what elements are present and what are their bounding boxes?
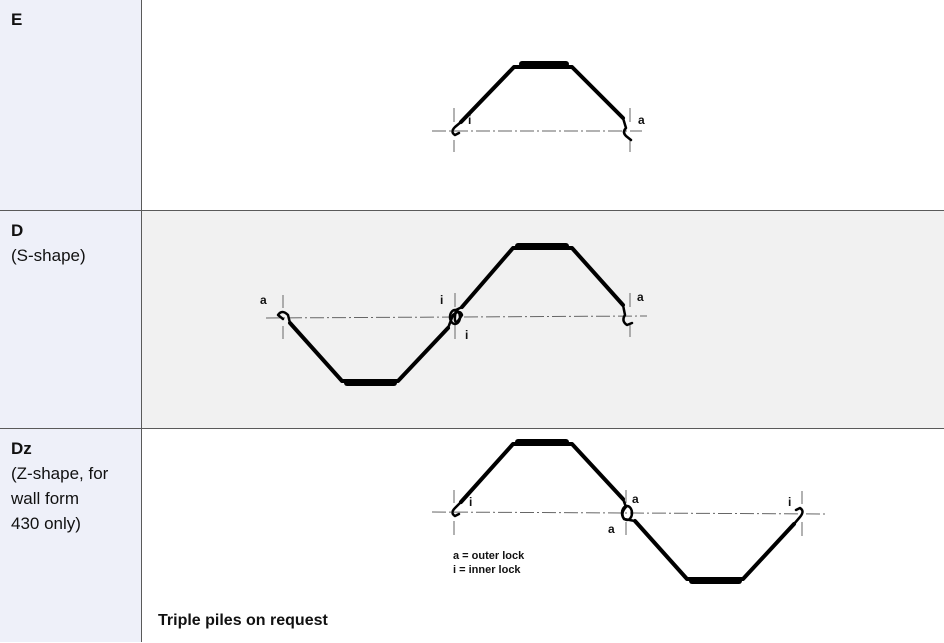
lock-label-left: i xyxy=(469,495,472,509)
sheet-pile-profile-upper xyxy=(459,442,625,504)
row-e: E i a xyxy=(0,0,944,210)
type-cell-e: E xyxy=(0,0,142,210)
axis-line xyxy=(265,315,648,319)
axis-line xyxy=(431,511,829,515)
diagram-cell-e: i a xyxy=(142,0,944,210)
inner-lock-right xyxy=(792,506,804,526)
type-code-d: D xyxy=(11,221,24,240)
sheet-pile-profile-lower xyxy=(633,519,796,581)
sheet-pile-profile-lower xyxy=(288,321,450,383)
lock-label-mid-top: a xyxy=(632,492,639,506)
lock-label-right: a xyxy=(638,113,645,127)
type-code-dz: Dz xyxy=(11,439,32,458)
profile-diagram-e: i a xyxy=(432,61,645,152)
outer-lock-right xyxy=(621,303,634,327)
lock-label-right: i xyxy=(788,495,791,509)
interlock-ring xyxy=(620,504,634,522)
row-dz: Dz (Z-shape, for wall form 430 only) xyxy=(0,428,944,642)
lock-label-left: a xyxy=(260,293,267,307)
diagram-cell-d: a i i a xyxy=(142,211,944,428)
lock-label-right: a xyxy=(637,290,644,304)
lock-label-left: i xyxy=(468,113,471,127)
inner-lock-left xyxy=(451,500,463,518)
lock-label-mid-bottom: i xyxy=(465,328,468,342)
outer-lock-right xyxy=(621,116,633,142)
type-code-e: E xyxy=(11,10,23,29)
sheet-pile-profile-upper xyxy=(460,246,625,309)
outer-lock-left xyxy=(276,310,292,325)
profile-diagram-d: a i i a xyxy=(260,243,648,386)
type-cell-dz: Dz (Z-shape, for wall form 430 only) xyxy=(0,429,142,642)
legend-outer-lock: a = outer lock xyxy=(453,550,525,562)
lock-label-mid-bottom: a xyxy=(608,522,615,536)
row-d: D (S-shape) a i i xyxy=(0,210,944,428)
profile-diagram-dz: i a a i a = outer lock i = inner lock xyxy=(431,439,829,584)
lock-label-mid-top: i xyxy=(440,293,443,307)
triple-piles-note: Triple piles on request xyxy=(158,612,328,629)
interlock-ring xyxy=(448,308,462,326)
type-cell-d: D (S-shape) xyxy=(0,211,142,428)
sheet-pile-profile xyxy=(459,65,625,124)
type-description-dz: (Z-shape, for wall form 430 only) xyxy=(11,464,109,533)
inner-lock-left xyxy=(451,120,463,137)
legend-inner-lock: i = inner lock xyxy=(453,564,521,576)
type-description-d: (S-shape) xyxy=(11,246,86,265)
diagram-cell-dz: i a a i a = outer lock i = inner lock Tr… xyxy=(142,429,944,642)
